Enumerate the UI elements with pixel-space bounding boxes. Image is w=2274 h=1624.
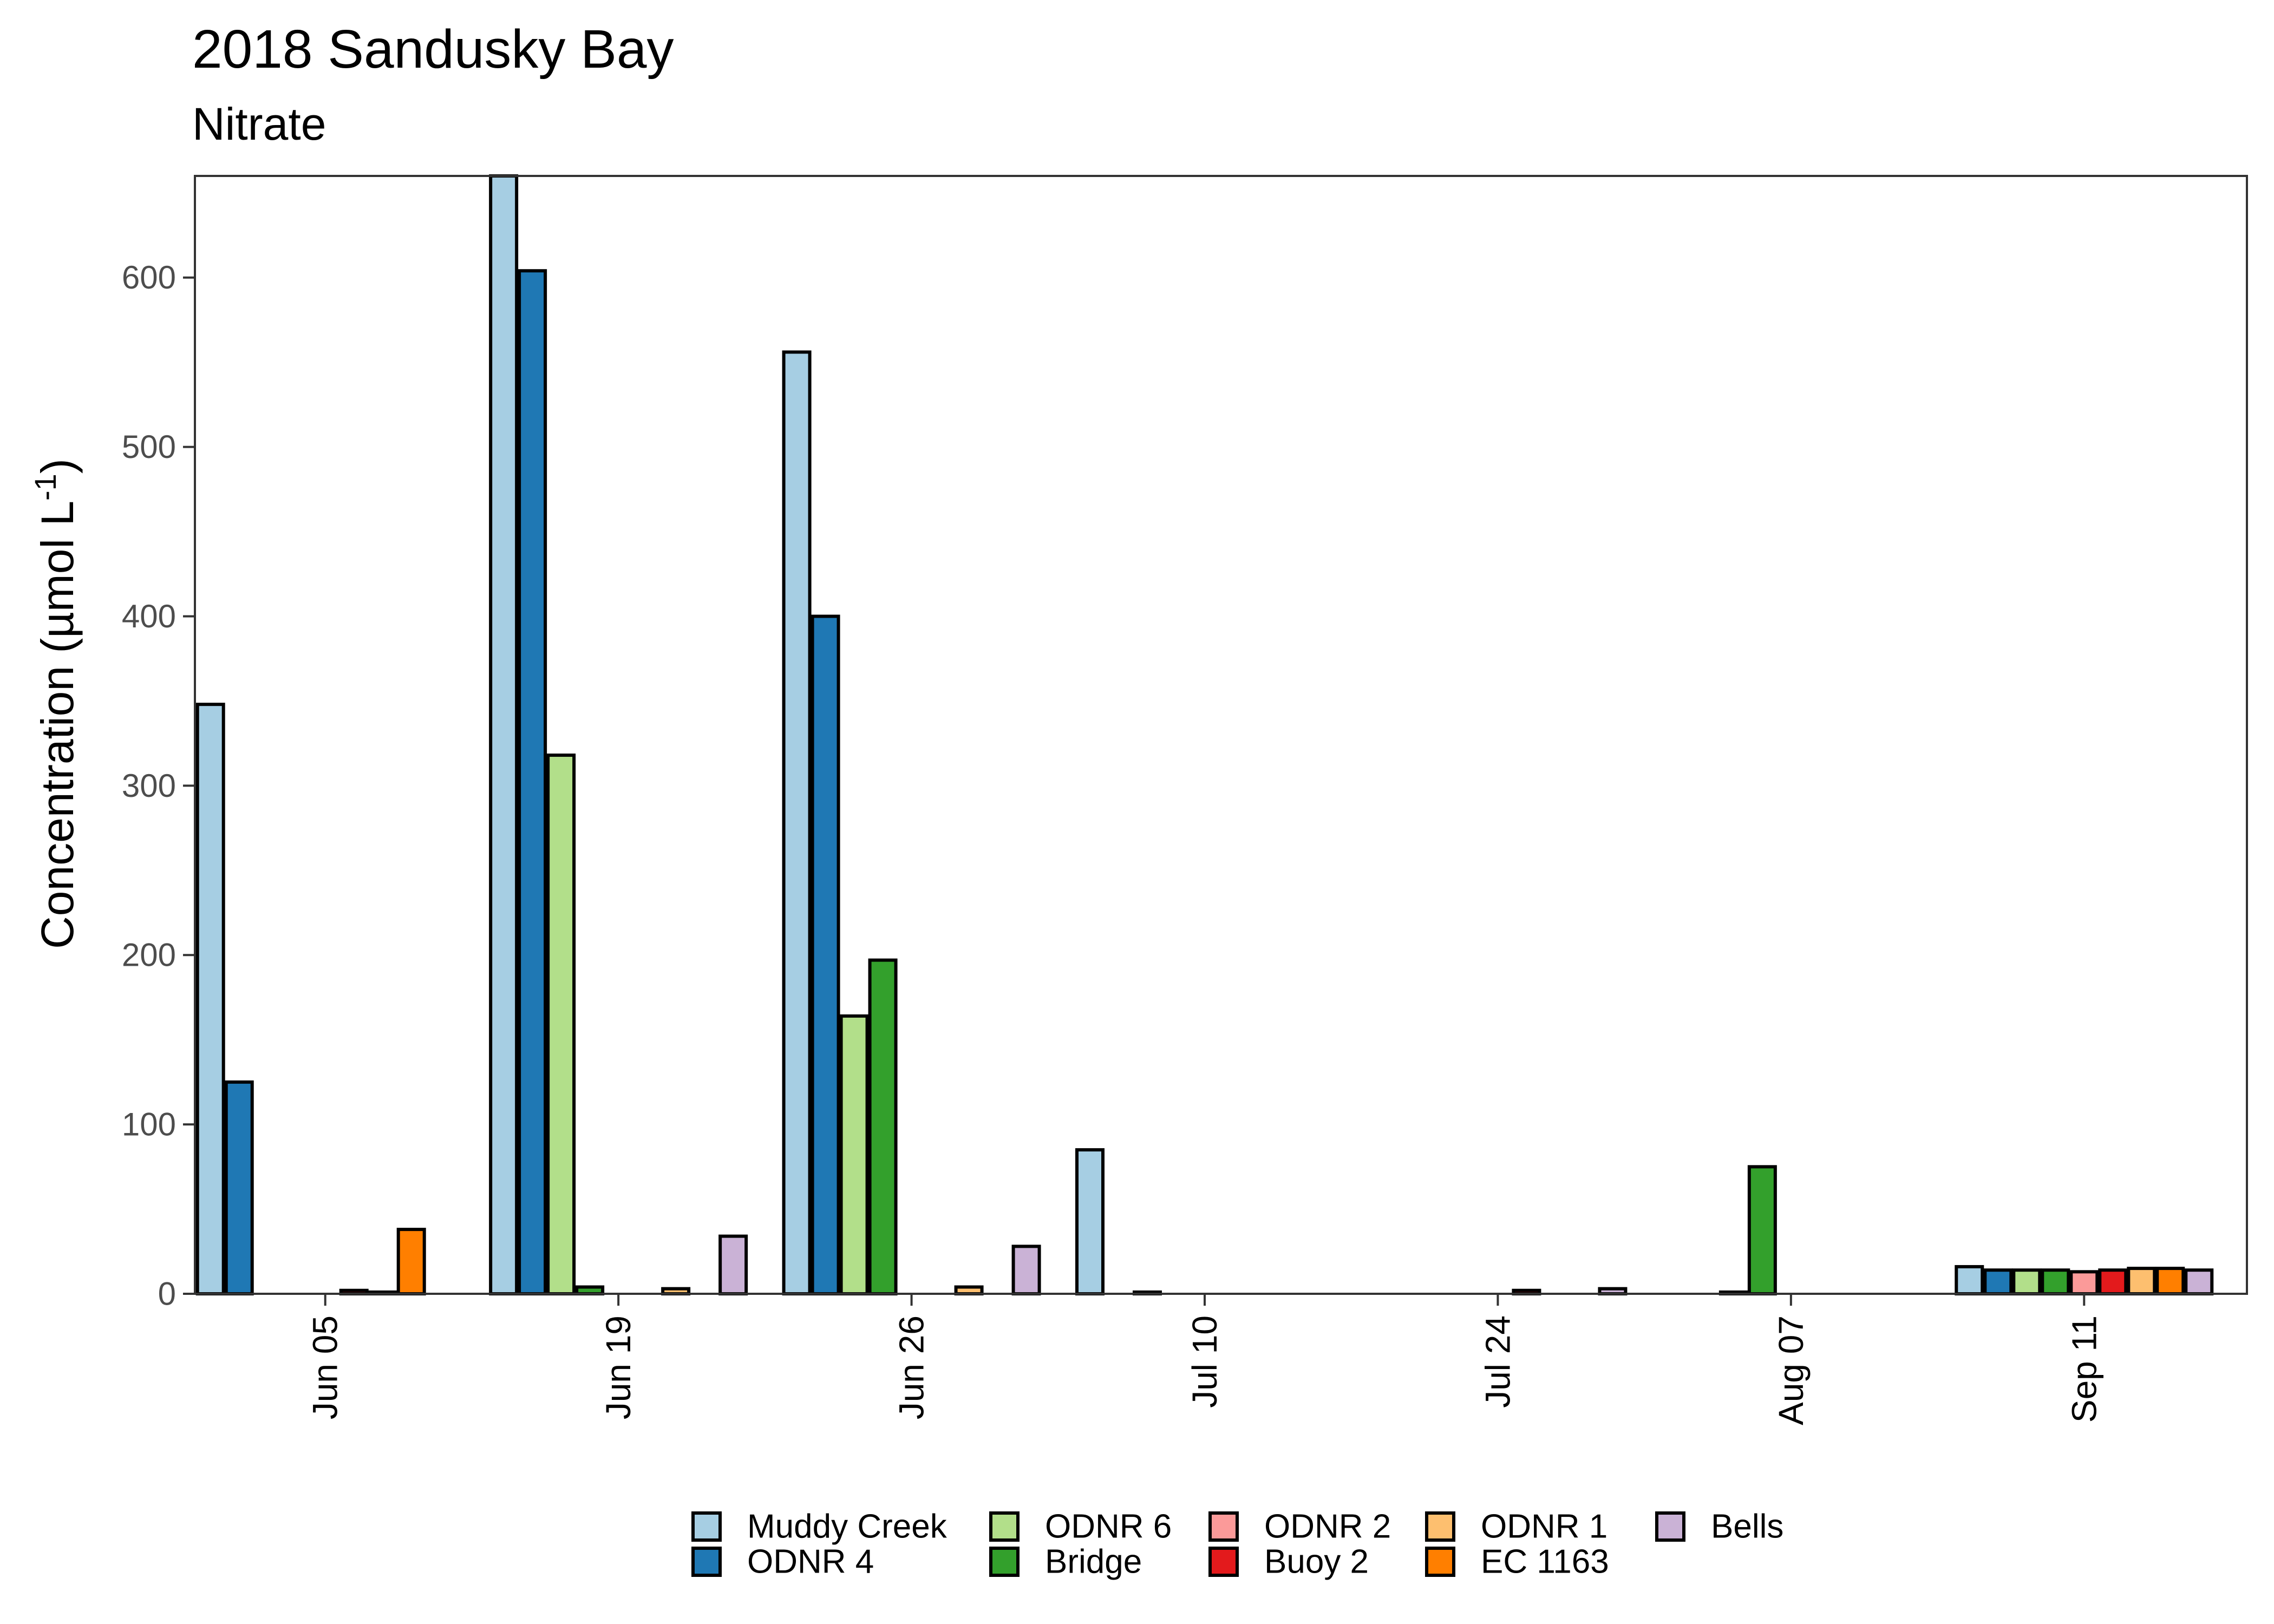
- x-tick-label: Jul 24: [1478, 1315, 1517, 1408]
- bar-odnr-2-sep-11: [2069, 1270, 2099, 1295]
- bar-muddy-creek-sep-11: [1955, 1265, 1984, 1296]
- bar-bells-jun-19: [718, 1234, 748, 1295]
- x-tick-label: Jun 19: [599, 1315, 638, 1419]
- y-tick-label: 200: [122, 937, 176, 973]
- legend-label-bells: Bells: [1711, 1508, 1783, 1546]
- bar-odnr-4-jun-26: [811, 614, 840, 1295]
- legend-key-buoy-2: [1208, 1547, 1239, 1577]
- x-tick-label: Jun 26: [892, 1315, 931, 1419]
- legend-key-muddy-creek: [691, 1511, 722, 1542]
- bar-odnr-6-jun-19: [546, 754, 576, 1295]
- bar-odnr-6-sep-11: [2012, 1268, 2042, 1296]
- legend-key-bridge: [989, 1547, 1020, 1577]
- bar-bridge-sep-11: [2041, 1268, 2070, 1296]
- y-tick-label: 100: [122, 1106, 176, 1143]
- chart-subtitle: Nitrate: [192, 99, 326, 149]
- bar-bridge-aug-07: [1747, 1165, 1777, 1295]
- legend-label-muddy-creek: Muddy Creek: [747, 1508, 948, 1546]
- bar-odnr-6-jun-26: [839, 1014, 869, 1295]
- legend-key-odnr-4: [691, 1547, 722, 1577]
- legend-label-odnr-6: ODNR 6: [1045, 1508, 1172, 1546]
- legend-label-odnr-2: ODNR 2: [1264, 1508, 1391, 1546]
- legend-label-odnr-1: ODNR 1: [1481, 1508, 1608, 1546]
- plot-border: [194, 175, 2248, 1295]
- y-axis-label: Concentration (µmol L-1): [28, 459, 83, 949]
- bar-ec-1163-sep-11: [2155, 1267, 2185, 1295]
- y-tick-label: 0: [158, 1276, 176, 1312]
- bar-bells-jun-26: [1011, 1245, 1041, 1296]
- bar-odnr-1-sep-11: [2127, 1267, 2157, 1295]
- plot-area: Jun 05 Jun 19 Jun 26 Jul 10 Jul 24 Aug 07 Sep …: [122, 174, 2248, 1425]
- y-tick-label: 600: [122, 259, 176, 296]
- x-tick-label: Jun 05: [306, 1315, 345, 1419]
- bar-buoy-2-sep-11: [2098, 1268, 2128, 1296]
- bar-muddy-creek-jul-10: [1075, 1148, 1105, 1295]
- bar-bells-sep-11: [2184, 1268, 2214, 1296]
- y-tick-label: 500: [122, 429, 176, 465]
- bar-odnr-4-jun-19: [518, 269, 547, 1295]
- legend-label-odnr-4: ODNR 4: [747, 1543, 874, 1581]
- legend-key-bells: [1655, 1511, 1685, 1542]
- y-tick-label: 300: [122, 768, 176, 804]
- bar-muddy-creek-jun-26: [782, 350, 812, 1295]
- bar-odnr-4-jun-05: [224, 1080, 254, 1295]
- legend-label-buoy-2: Buoy 2: [1264, 1543, 1369, 1581]
- legend-key-odnr-2: [1208, 1511, 1239, 1542]
- x-tick-label: Aug 07: [1772, 1315, 1811, 1425]
- legend-key-odnr-1: [1425, 1511, 1455, 1542]
- legend-key-ec-1163: [1425, 1547, 1455, 1577]
- bar-bridge-jun-26: [868, 958, 898, 1295]
- bar-odnr-4-sep-11: [1983, 1268, 2013, 1296]
- legend-key-odnr-6: [989, 1511, 1020, 1542]
- x-tick-label: Jul 10: [1185, 1315, 1224, 1408]
- bar-muddy-creek-jun-19: [489, 174, 519, 1295]
- y-tick-label: 400: [122, 598, 176, 634]
- legend-label-ec-1163: EC 1163: [1481, 1543, 1609, 1581]
- bar-muddy-creek-jun-05: [195, 703, 225, 1295]
- x-tick-label: Sep 11: [2064, 1315, 2103, 1423]
- bar-ec-1163-jun-05: [396, 1228, 426, 1295]
- legend-label-bridge: Bridge: [1045, 1543, 1142, 1581]
- chart-title: 2018 Sandusky Bay: [192, 19, 674, 80]
